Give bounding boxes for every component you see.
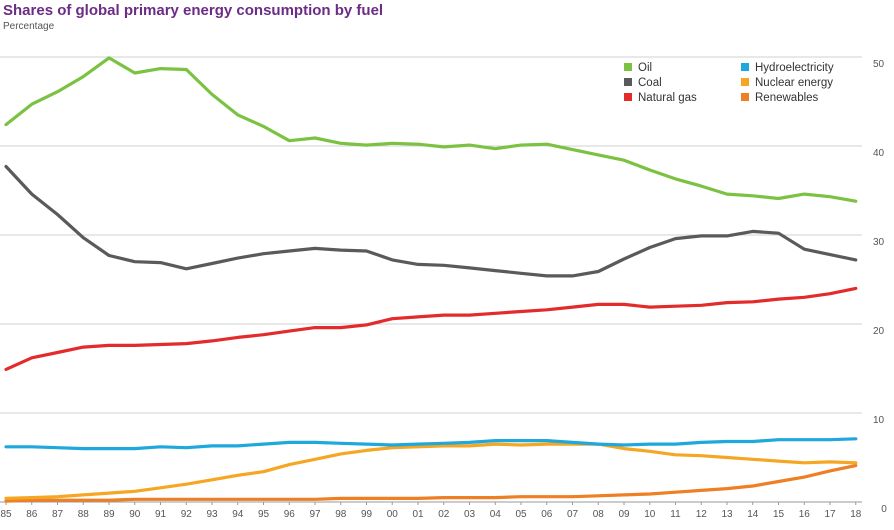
series-line-renewables	[4, 463, 858, 503]
legend-swatch	[741, 78, 749, 86]
legend-label: Coal	[638, 77, 662, 89]
legend-swatch	[624, 78, 632, 86]
chart-subtitle: Percentage	[3, 21, 55, 32]
series-line-oil	[4, 56, 858, 203]
x-tick-label: 18	[850, 509, 862, 520]
legend-swatch	[624, 93, 632, 101]
series-line-hydroelectricity	[4, 437, 858, 451]
legend-label: Renewables	[755, 92, 819, 104]
y-tick-label: 10	[873, 415, 885, 426]
legend-swatch	[741, 63, 749, 71]
x-tick-label: 88	[78, 509, 90, 520]
x-tick-label: 96	[284, 509, 296, 520]
x-tick-label: 95	[258, 509, 270, 520]
x-tick-label: 97	[309, 509, 321, 520]
x-tick-label: 89	[103, 509, 115, 520]
legend-item-oil: Oil	[624, 62, 652, 74]
legend-label: Nuclear energy	[755, 77, 833, 89]
x-tick-label: 90	[129, 509, 141, 520]
legend-label: Natural gas	[638, 92, 697, 104]
x-tick-label: 94	[232, 509, 244, 520]
x-tick-label: 87	[52, 509, 64, 520]
x-tick-label: 04	[490, 509, 502, 520]
x-tick-label: 12	[696, 509, 708, 520]
legend-item-nuclear-energy: Nuclear energy	[741, 77, 833, 89]
y-tick-label: 0	[881, 504, 887, 515]
legend-item-natural-gas: Natural gas	[624, 92, 697, 104]
y-tick-label: 30	[873, 237, 885, 248]
x-tick-label: 93	[206, 509, 218, 520]
y-tick-label: 50	[873, 59, 885, 70]
x-tick-label: 09	[618, 509, 630, 520]
legend-item-coal: Coal	[624, 77, 662, 89]
x-tick-label: 07	[567, 509, 579, 520]
x-tick-label: 03	[464, 509, 476, 520]
legend-label: Oil	[638, 62, 653, 74]
x-tick-label: 10	[644, 509, 656, 520]
legend-label: Hydroelectricity	[755, 62, 834, 74]
x-tick-label: 98	[335, 509, 347, 520]
x-tick-label: 02	[438, 509, 450, 520]
x-tick-label: 99	[361, 509, 373, 520]
x-tick-label: 17	[824, 509, 836, 520]
legend-swatch	[741, 93, 749, 101]
chart-title: Shares of global primary energy consumpt…	[3, 2, 384, 19]
legend-item-hydroelectricity: Hydroelectricity	[741, 62, 834, 74]
x-tick-label: 15	[773, 509, 785, 520]
x-tick-label: 11	[670, 509, 681, 520]
x-tick-label: 05	[515, 509, 527, 520]
series-line-natural-gas	[4, 286, 858, 371]
x-tick-label: 91	[155, 509, 167, 520]
x-tick-label: 13	[721, 509, 733, 520]
x-tick-label: 86	[26, 509, 38, 520]
x-tick-label: 16	[799, 509, 811, 520]
series-line-coal	[4, 164, 858, 278]
series-line-nuclear-energy	[4, 442, 858, 500]
x-tick-label: 06	[541, 509, 553, 520]
y-tick-label: 20	[873, 326, 885, 337]
x-tick-label: 00	[387, 509, 399, 520]
x-tick-label: 85	[0, 509, 12, 520]
legend-item-renewables: Renewables	[741, 92, 818, 104]
x-tick-label: 92	[181, 509, 193, 520]
x-tick-label: 14	[747, 509, 759, 520]
x-tick-label: 01	[412, 509, 424, 520]
legend-swatch	[624, 63, 632, 71]
y-tick-label: 40	[873, 148, 885, 159]
x-tick-label: 08	[593, 509, 605, 520]
